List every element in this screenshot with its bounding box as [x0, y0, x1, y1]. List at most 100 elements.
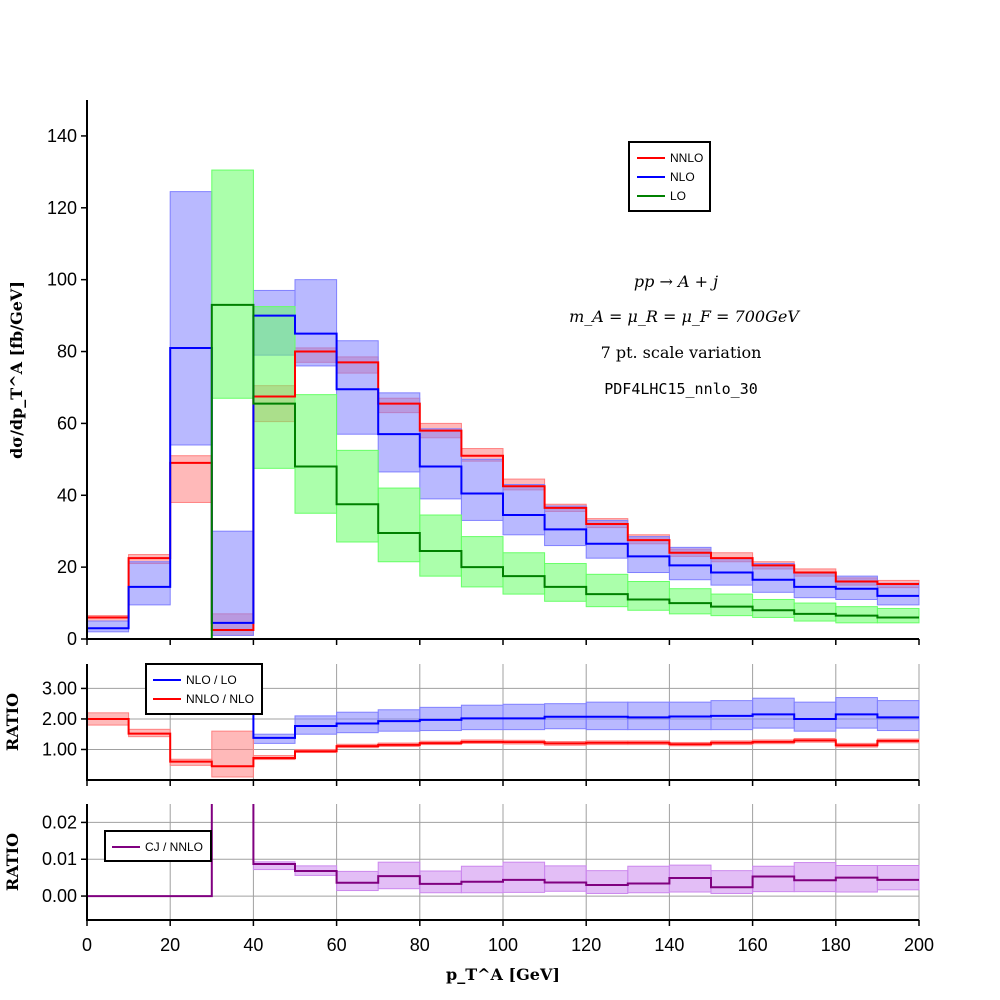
legend-label-nnlo: NNLO: [670, 151, 703, 165]
main-band-nlo-bin-1: [128, 561, 171, 606]
ratio2-y-axis-title: RATIO: [3, 833, 22, 891]
ratio1-band-nlo-lo-bin-6: [336, 711, 379, 734]
ratio-panel-nlo-lo: 1.00 2.00 3.00: [42, 664, 920, 786]
ratio1-band-nlo-lo-bin-16: [752, 697, 795, 729]
ratio2-line-cj-nnlo: [87, 804, 919, 898]
main-band-nlo-bin-19: [876, 582, 920, 606]
ratio-panel-cj-nnlo: 0.00 0.01 0.02 0 20 40 60 80 100 120 140 160 180 200: [42, 804, 934, 955]
ratio1-band-nlo-lo-bin-13: [627, 701, 670, 731]
ratio2-legend: CJ / NNLO: [104, 830, 212, 862]
main-band-nlo-bin-13: [627, 536, 670, 574]
main-band-nlo-bin-11: [544, 505, 587, 547]
main-band-lo-bin-14: [668, 588, 712, 615]
main-ytick-label-7: 140: [47, 126, 77, 146]
ratio1-legend-box: [145, 663, 263, 715]
ratio1-line-nlo-lo: [252, 664, 919, 739]
main-band-lo-bin-19: [876, 607, 920, 624]
x-tick-label-200: 200: [904, 935, 934, 955]
x-tick-label-60: 60: [327, 935, 347, 955]
main-band-nlo-bin-17: [793, 572, 837, 599]
main-band-nlo-bin-10: [502, 483, 546, 536]
ratio2-band-cj-nnlo-bin-9: [460, 865, 504, 894]
x-tick-label-140: 140: [654, 935, 684, 955]
main-line-lo: [87, 303, 919, 640]
process-annotation: pp → A + j: [634, 272, 718, 291]
mass-scale-annotation: m_A = μ_R = μ_F = 700GeV: [569, 307, 800, 326]
legend-label-nlo: NLO: [670, 170, 695, 184]
main-line-nlo: [87, 314, 919, 630]
main-band-nlo-bin-16: [752, 563, 795, 593]
x-tick-label-80: 80: [410, 935, 430, 955]
ratio1-band-nnlo-nlo-bin-3: [211, 730, 254, 778]
main-ytick-label-4: 80: [57, 342, 77, 362]
main-band-nlo-bin-8: [419, 428, 462, 500]
ratio1-y-axis-title: RATIO: [3, 693, 22, 751]
main-band-lo-bin-6: [336, 449, 379, 543]
main-band-nlo-bin-0: [86, 620, 130, 633]
ratio2-band-cj-nnlo-bin-8: [419, 870, 462, 894]
x-tick-label-160: 160: [738, 935, 768, 955]
legend-label-nnlo-nlo: NNLO / NLO: [186, 692, 254, 706]
main-legend-box: [628, 141, 711, 212]
ratio1-band-nlo-lo-bin-17: [793, 701, 837, 732]
main-band-lo-bin-16: [752, 598, 795, 618]
legend-label-nlo-lo: NLO / LO: [186, 673, 237, 687]
main-band-nlo-bin-12: [585, 519, 629, 559]
ratio2-band-cj-nnlo-bin-11: [544, 865, 587, 892]
main-ytick-label-0: 0: [67, 629, 77, 649]
main-band-lo-bin-3: [211, 169, 254, 399]
scale-variation-annotation: 7 pt. scale variation: [601, 343, 762, 362]
main-ytick-label-6: 120: [47, 198, 77, 218]
x-axis-title: p_T^A [GeV]: [446, 965, 560, 984]
main-band-lo-bin-15: [710, 593, 754, 617]
main-band-lo-bin-12: [585, 573, 629, 608]
ratio2-ytick-label-1: 0.01: [42, 849, 77, 869]
x-tick-label-0: 0: [82, 935, 92, 955]
ratio2-band-cj-nnlo-bin-12: [585, 870, 629, 894]
main-ytick-label-2: 40: [57, 485, 77, 505]
main-band-nlo-bin-7: [377, 392, 421, 473]
main-band-lo-bin-10: [502, 552, 546, 595]
main-line-nnlo: [87, 350, 919, 632]
x-tick-label-40: 40: [243, 935, 263, 955]
ratio2-band-cj-nnlo-bin-4: [252, 861, 296, 871]
main-band-lo-bin-7: [377, 487, 421, 563]
ratio1-band-nlo-lo-bin-19: [876, 700, 920, 732]
main-band-lo-bin-8: [419, 514, 462, 577]
ratio1-ytick-label-1: 2.00: [42, 709, 77, 729]
ratio2-band-cj-nnlo-bin-19: [876, 864, 920, 891]
x-tick-label-180: 180: [821, 935, 851, 955]
main-y-axis-title: dσ/dp_T^A [fb/GeV]: [7, 281, 26, 459]
main-band-nlo-bin-6: [336, 340, 379, 435]
main-legend: NNLO NLO LO: [628, 141, 711, 212]
main-band-lo-bin-4: [252, 306, 296, 469]
ratio2-band-cj-nnlo-bin-16: [752, 865, 795, 893]
legend-label-cj-nnlo: CJ / NNLO: [145, 840, 203, 854]
ratio1-band-nlo-lo-bin-10: [502, 703, 546, 731]
ratio2-ytick-label-0: 0.00: [42, 886, 77, 906]
main-cross-section-panel: 0 20 40 60 80 100 120 140: [47, 100, 920, 649]
ratio1-band-nlo-lo-bin-18: [835, 697, 878, 729]
ratio1-line-nnlo-nlo: [87, 717, 919, 768]
main-band-lo-bin-13: [627, 581, 670, 611]
ratio2-band-cj-nnlo-bin-15: [710, 870, 754, 894]
ratio2-band-cj-nnlo-bin-13: [627, 865, 670, 894]
ratio2-band-cj-nnlo-bin-10: [502, 861, 546, 893]
main-band-lo-bin-11: [544, 563, 587, 602]
x-tick-label-100: 100: [488, 935, 518, 955]
main-band-nlo-bin-5: [294, 279, 338, 367]
ratio1-ytick-label-0: 1.00: [42, 739, 77, 759]
main-band-lo-bin-5: [294, 394, 338, 514]
pdf-annotation: PDF4LHC15_nnlo_30: [604, 380, 758, 398]
main-band-lo-bin-9: [460, 536, 504, 588]
main-ytick-label-5: 100: [47, 270, 77, 290]
ratio1-ytick-label-2: 3.00: [42, 678, 77, 698]
main-band-nlo-bin-9: [460, 458, 504, 521]
main-ytick-label-1: 20: [57, 557, 77, 577]
main-band-nlo-bin-2: [169, 191, 213, 446]
main-band-lo-bin-17: [793, 602, 837, 622]
main-ytick-label-3: 60: [57, 413, 77, 433]
ratio2-ytick-label-2: 0.02: [42, 812, 77, 832]
ratio2-band-cj-nnlo-bin-17: [793, 862, 837, 893]
